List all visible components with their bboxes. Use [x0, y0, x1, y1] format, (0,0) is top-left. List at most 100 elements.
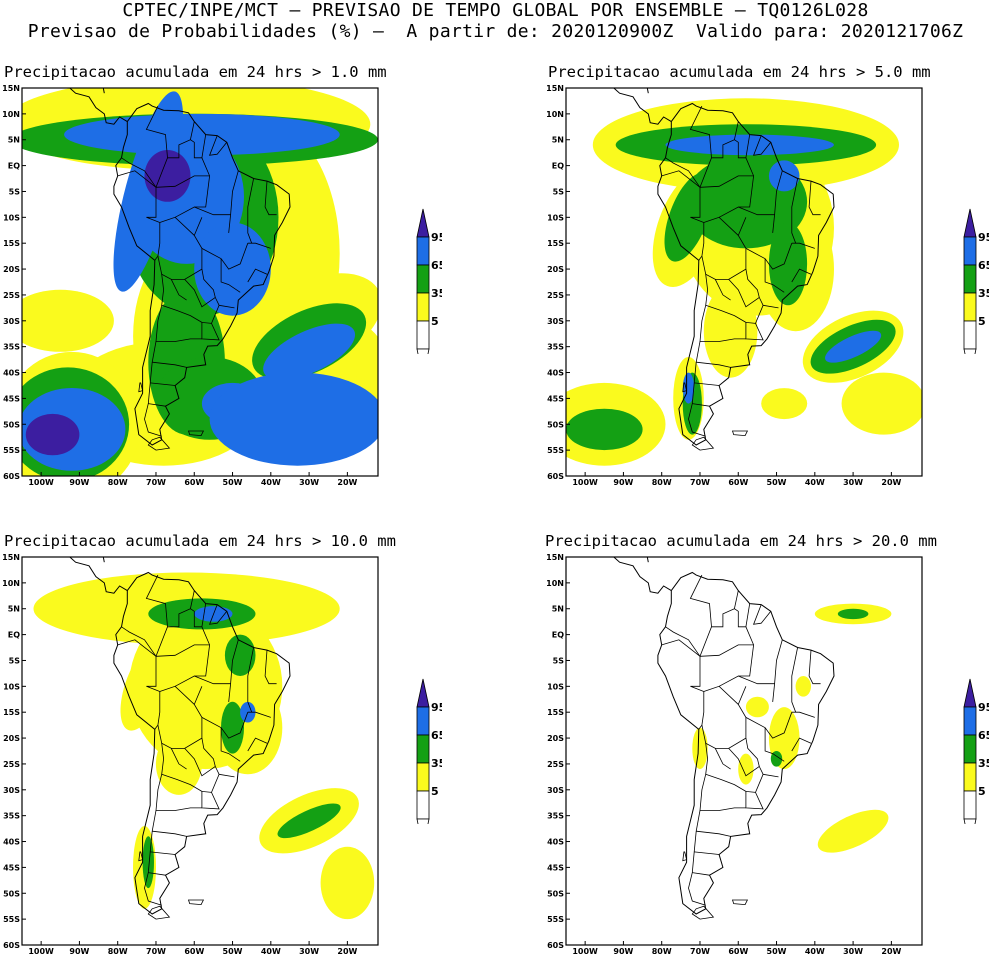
svg-text:5N: 5N	[552, 605, 564, 614]
svg-text:80W: 80W	[652, 478, 672, 487]
panel-4-map: 15N 10N 5N EQ 5S 10S 15S 20S 25S 30S 35S 40S 45S 50S 5…	[544, 553, 934, 963]
svg-text:5: 5	[978, 785, 986, 798]
svg-text:5S: 5S	[553, 657, 565, 666]
svg-text:30W: 30W	[299, 478, 319, 487]
svg-text:100W: 100W	[28, 947, 54, 956]
panel-2-map: 15N 10N 5N EQ 5S 10S 15S 20S 25S 30S 35S 40S 45S 50S 5…	[544, 84, 934, 494]
svg-text:5N: 5N	[8, 136, 20, 145]
svg-text:80W: 80W	[108, 947, 128, 956]
svg-text:70W: 70W	[146, 478, 166, 487]
svg-text:60S: 60S	[3, 941, 20, 950]
svg-text:35S: 35S	[547, 343, 564, 352]
svg-text:20W: 20W	[881, 478, 901, 487]
svg-text:45S: 45S	[3, 863, 20, 872]
svg-text:30S: 30S	[547, 317, 564, 326]
svg-text:50W: 50W	[767, 478, 787, 487]
svg-text:10N: 10N	[546, 579, 564, 588]
panel-3-colorbar: 95 65 35 5	[416, 678, 446, 849]
svg-text:45S: 45S	[547, 863, 564, 872]
svg-text:40W: 40W	[805, 478, 825, 487]
svg-text:60W: 60W	[184, 947, 204, 956]
svg-text:20W: 20W	[881, 947, 901, 956]
svg-text:90W: 90W	[613, 947, 633, 956]
svg-text:50W: 50W	[223, 947, 243, 956]
svg-text:EQ: EQ	[552, 162, 564, 171]
svg-text:60W: 60W	[184, 478, 204, 487]
svg-text:95: 95	[978, 231, 989, 244]
svg-text:15N: 15N	[546, 84, 564, 93]
svg-text:10S: 10S	[547, 213, 564, 222]
svg-text:40W: 40W	[261, 478, 281, 487]
svg-text:10N: 10N	[546, 110, 564, 119]
svg-text:70W: 70W	[690, 947, 710, 956]
svg-text:30S: 30S	[3, 317, 20, 326]
svg-text:35: 35	[978, 757, 989, 770]
svg-text:5S: 5S	[9, 188, 21, 197]
svg-text:35S: 35S	[3, 812, 20, 821]
svg-text:10N: 10N	[2, 110, 20, 119]
panel-2-colorbar: 95 65 35 5	[963, 208, 991, 379]
panel-1-title: Precipitacao acumulada em 24 hrs > 1.0 m…	[4, 63, 387, 81]
svg-text:20S: 20S	[547, 734, 564, 743]
svg-text:55S: 55S	[547, 915, 564, 924]
svg-text:90W: 90W	[69, 478, 89, 487]
svg-text:95: 95	[431, 231, 442, 244]
svg-text:5: 5	[431, 785, 439, 798]
svg-text:15N: 15N	[2, 84, 20, 93]
svg-text:5S: 5S	[9, 657, 21, 666]
svg-text:30W: 30W	[843, 947, 863, 956]
svg-text:15S: 15S	[3, 708, 20, 717]
svg-text:60S: 60S	[547, 941, 564, 950]
svg-text:40S: 40S	[3, 838, 20, 847]
svg-text:65: 65	[431, 729, 442, 742]
panel-3-title: Precipitacao acumulada em 24 hrs > 10.0 …	[4, 532, 396, 550]
panel-2-title: Precipitacao acumulada em 24 hrs > 5.0 m…	[548, 63, 931, 81]
svg-text:5: 5	[978, 315, 986, 328]
svg-text:100W: 100W	[572, 478, 598, 487]
svg-text:55S: 55S	[547, 446, 564, 455]
svg-text:20S: 20S	[3, 734, 20, 743]
svg-text:EQ: EQ	[8, 631, 20, 640]
svg-text:EQ: EQ	[552, 631, 564, 640]
svg-text:25S: 25S	[547, 291, 564, 300]
svg-text:50S: 50S	[547, 420, 564, 429]
svg-text:25S: 25S	[3, 291, 20, 300]
svg-text:60S: 60S	[547, 472, 564, 481]
svg-text:50W: 50W	[223, 478, 243, 487]
svg-text:95: 95	[978, 701, 989, 714]
svg-text:50S: 50S	[3, 889, 20, 898]
svg-text:15N: 15N	[546, 553, 564, 562]
svg-text:5S: 5S	[553, 188, 565, 197]
svg-text:15S: 15S	[547, 708, 564, 717]
svg-text:80W: 80W	[652, 947, 672, 956]
svg-text:10N: 10N	[2, 579, 20, 588]
svg-text:15S: 15S	[547, 239, 564, 248]
svg-text:100W: 100W	[28, 478, 54, 487]
svg-text:50W: 50W	[767, 947, 787, 956]
panel-1-map: 15N 10N 5N EQ 5S 10S 15S 20S 25S 30S 35S 40S 45S 50S 5…	[0, 84, 390, 494]
svg-text:25S: 25S	[3, 760, 20, 769]
svg-text:30W: 30W	[843, 478, 863, 487]
main-title: CPTEC/INPE/MCT – PREVISAO DE TEMPO GLOBA…	[122, 0, 869, 21]
svg-text:20S: 20S	[3, 265, 20, 274]
svg-text:60W: 60W	[728, 947, 748, 956]
svg-text:90W: 90W	[69, 947, 89, 956]
svg-text:55S: 55S	[3, 915, 20, 924]
svg-text:50S: 50S	[3, 420, 20, 429]
svg-text:5N: 5N	[8, 605, 20, 614]
svg-text:EQ: EQ	[8, 162, 20, 171]
svg-text:15S: 15S	[3, 239, 20, 248]
svg-text:25S: 25S	[547, 760, 564, 769]
svg-text:10S: 10S	[3, 682, 20, 691]
svg-text:40W: 40W	[805, 947, 825, 956]
svg-text:20W: 20W	[337, 947, 357, 956]
svg-text:30S: 30S	[547, 786, 564, 795]
svg-text:35S: 35S	[547, 812, 564, 821]
svg-text:55S: 55S	[3, 446, 20, 455]
svg-text:90W: 90W	[613, 478, 633, 487]
subtitle: Previsao de Probabilidades (%) – A parti…	[27, 21, 964, 42]
svg-text:65: 65	[431, 259, 442, 272]
svg-text:40S: 40S	[547, 838, 564, 847]
svg-text:50S: 50S	[547, 889, 564, 898]
svg-text:30W: 30W	[299, 947, 319, 956]
